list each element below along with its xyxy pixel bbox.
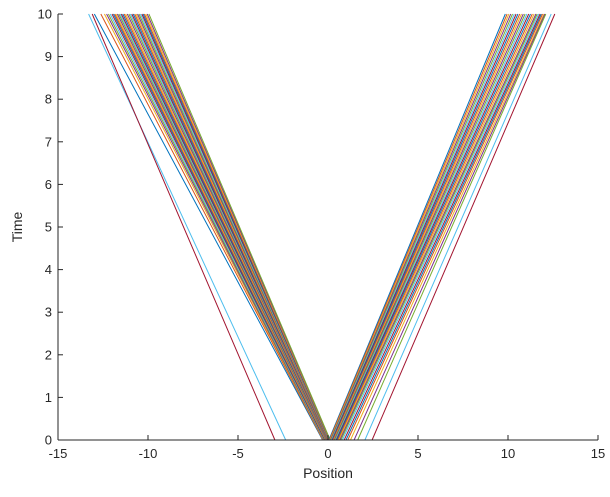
x-tick-label: -15 xyxy=(49,446,68,461)
y-tick-label: 0 xyxy=(45,433,52,448)
series-line xyxy=(107,13,325,441)
series-line xyxy=(339,13,537,441)
series-line xyxy=(148,13,331,441)
series-line xyxy=(341,13,540,441)
axes-layer: -15 -10 -5 0 5 10 15 0 1 2 3 4 5 6 7 8 9 10 xyxy=(38,7,606,462)
series-line xyxy=(350,13,545,441)
y-tick-label: 5 xyxy=(45,220,52,235)
series-line xyxy=(328,13,508,441)
y-tick-label: 7 xyxy=(45,134,52,149)
series-line xyxy=(338,13,535,441)
x-tick-label: 15 xyxy=(591,446,605,461)
y-tick-label: 8 xyxy=(45,92,52,107)
series-line xyxy=(330,13,512,441)
y-tick-label: 4 xyxy=(45,262,52,277)
series-line xyxy=(335,13,528,441)
series-line xyxy=(343,13,541,441)
x-tick-label: -10 xyxy=(139,446,158,461)
series-line xyxy=(371,13,556,441)
y-tick-label: 3 xyxy=(45,305,52,320)
series-layer xyxy=(88,13,556,441)
series-line xyxy=(347,13,544,441)
series-line xyxy=(336,13,531,441)
series-line xyxy=(328,13,506,441)
series-line xyxy=(109,13,325,441)
series-line xyxy=(100,13,324,441)
series-line xyxy=(331,13,515,441)
x-tick-label: 10 xyxy=(501,446,515,461)
series-line xyxy=(357,13,547,441)
series-line xyxy=(332,13,521,441)
series-line xyxy=(329,13,510,441)
y-tick-label: 2 xyxy=(45,347,52,362)
y-tick-label: 10 xyxy=(38,7,52,22)
series-line xyxy=(88,13,287,441)
series-line xyxy=(91,13,276,441)
series-line xyxy=(106,13,325,441)
series-line xyxy=(340,13,538,441)
series-line xyxy=(330,13,513,441)
series-line xyxy=(334,13,526,441)
x-axis-label: Position xyxy=(303,465,353,481)
series-line xyxy=(331,13,517,441)
series-line xyxy=(333,13,522,441)
x-tick-label: 5 xyxy=(414,446,421,461)
y-tick-label: 1 xyxy=(45,390,52,405)
y-tick-label: 6 xyxy=(45,177,52,192)
series-line xyxy=(333,13,524,441)
series-line xyxy=(364,13,552,441)
y-axis-label: Time xyxy=(9,211,25,242)
x-tick-label: 0 xyxy=(324,446,331,461)
series-line xyxy=(103,13,324,441)
series-line xyxy=(335,13,530,441)
series-line xyxy=(353,13,546,441)
series-line xyxy=(345,13,542,441)
x-tick-label: -5 xyxy=(232,446,244,461)
series-line xyxy=(337,13,533,441)
series-line xyxy=(93,13,324,441)
y-tick-label: 9 xyxy=(45,49,52,64)
series-line xyxy=(332,13,519,441)
